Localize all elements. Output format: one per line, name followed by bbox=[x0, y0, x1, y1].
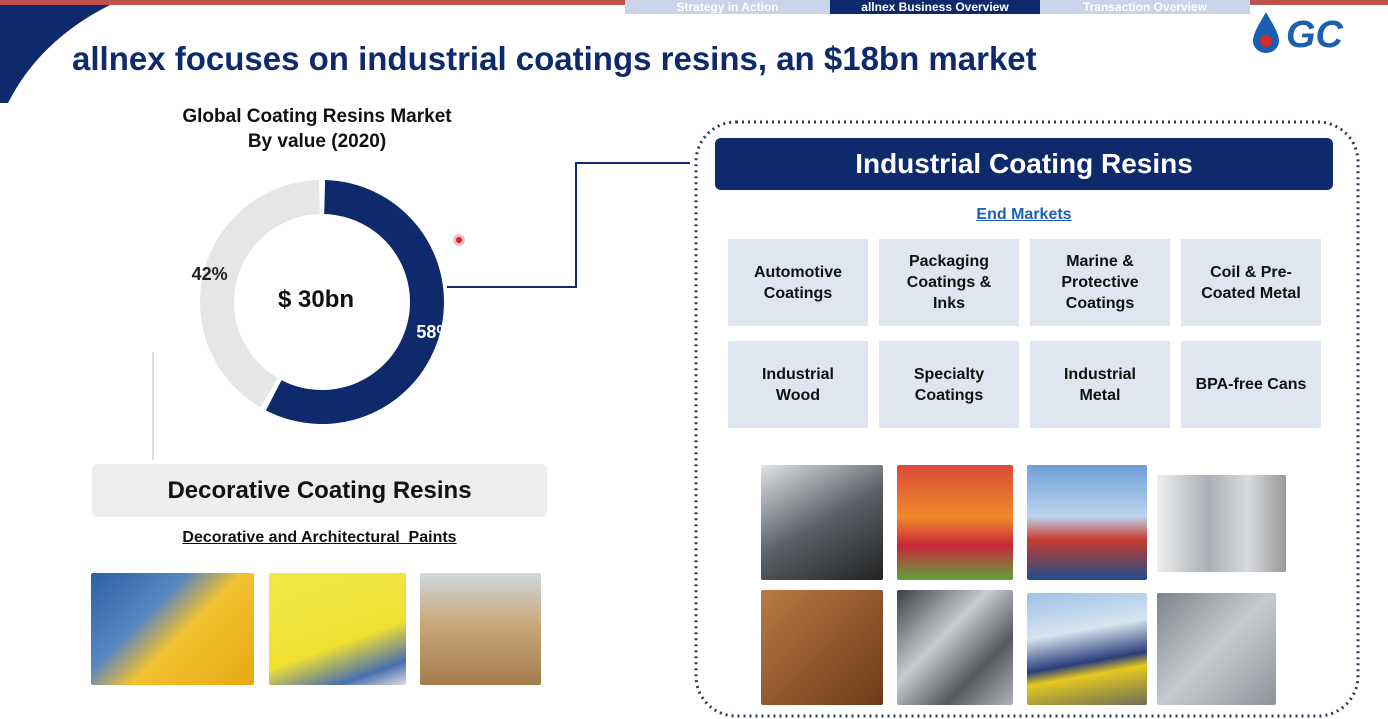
photo bbox=[897, 465, 1013, 580]
end-markets-label: End Markets bbox=[715, 206, 1333, 224]
market-box: Specialty Coatings bbox=[879, 341, 1019, 428]
slide-title: allnex focuses on industrial coatings re… bbox=[72, 40, 1037, 78]
chart-title: Global Coating Resins Market bbox=[182, 106, 452, 127]
photo bbox=[269, 573, 406, 685]
market-box: Marine & Protective Coatings bbox=[1030, 239, 1170, 326]
market-box: Industrial Metal bbox=[1030, 341, 1170, 428]
market-box: Automotive Coatings bbox=[728, 239, 868, 326]
photo bbox=[761, 590, 883, 705]
photo bbox=[91, 573, 254, 685]
value-label: 42% bbox=[192, 264, 228, 284]
market-box: BPA-free Cans bbox=[1181, 341, 1321, 428]
market-box: Packaging Coatings & Inks bbox=[879, 239, 1019, 326]
market-box: Industrial Wood bbox=[728, 341, 868, 428]
industrial-title: Industrial Coating Resins bbox=[715, 138, 1333, 190]
photo bbox=[420, 573, 541, 685]
nav-tab[interactable]: Transaction Overview bbox=[1040, 0, 1250, 14]
donut-chart: Global Coating Resins Market By value (2… bbox=[0, 100, 690, 460]
photo bbox=[761, 465, 883, 580]
photo bbox=[1157, 475, 1286, 572]
chart-subtitle: By value (2020) bbox=[248, 131, 386, 152]
decorative-subtitle: Decorative and Architectural Paints bbox=[92, 529, 547, 547]
photo bbox=[1027, 593, 1147, 705]
photo bbox=[1157, 593, 1276, 705]
photo bbox=[897, 590, 1013, 705]
logo-drop bbox=[1250, 10, 1282, 54]
decorative-title: Decorative Coating Resins bbox=[92, 464, 547, 517]
logo-text: GC bbox=[1286, 14, 1343, 57]
photo bbox=[1027, 465, 1147, 580]
center-label: $ 30bn bbox=[278, 286, 354, 313]
nav-tab[interactable]: allnex Business Overview bbox=[830, 0, 1040, 14]
value-label: 58% bbox=[416, 322, 452, 342]
cursor-dot bbox=[451, 232, 467, 248]
connector bbox=[447, 163, 690, 287]
nav-tab[interactable]: Strategy in Action bbox=[625, 0, 830, 14]
market-box: Coil & Pre-Coated Metal bbox=[1181, 239, 1321, 326]
slide: {"header":{"tabs":["Strategy in Action",… bbox=[0, 0, 1388, 719]
